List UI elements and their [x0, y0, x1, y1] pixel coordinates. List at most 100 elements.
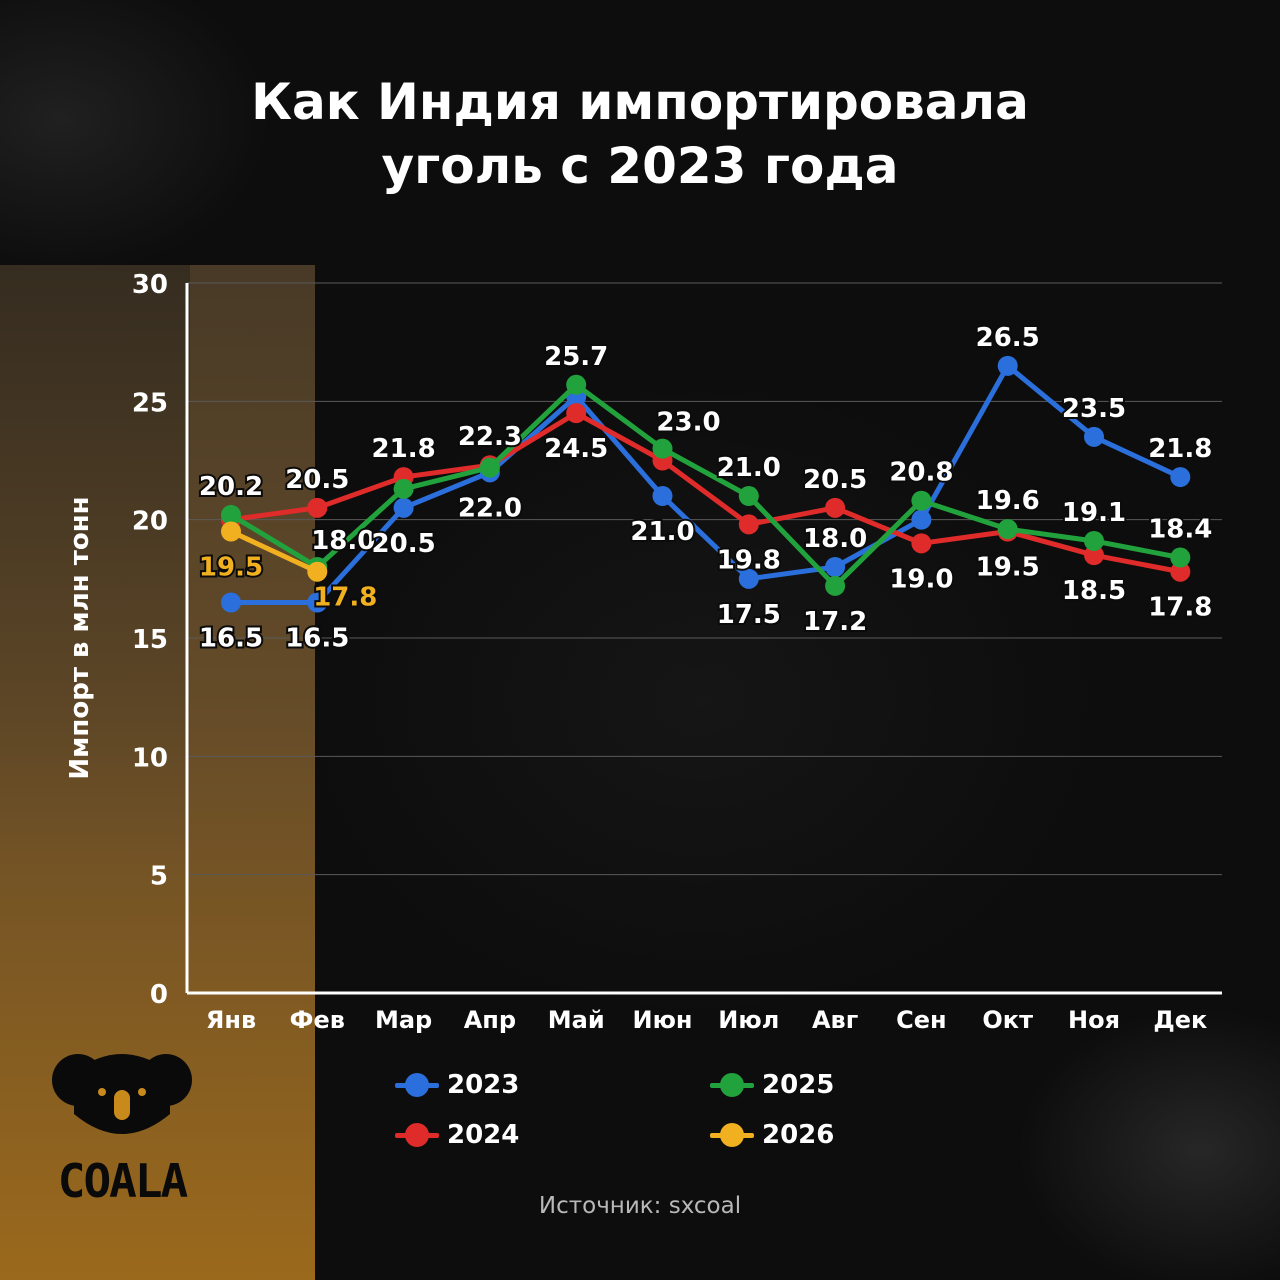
data-label: 20.8	[889, 458, 953, 488]
data-label: 23.5	[1062, 394, 1126, 424]
data-label: 20.5	[285, 465, 349, 495]
legend-swatch	[710, 1065, 754, 1105]
data-point-2025	[997, 519, 1018, 540]
legend-label: 2026	[762, 1120, 835, 1150]
chart-title-line-1: Как Индия импортировала	[251, 73, 1029, 131]
data-point-2024	[825, 497, 846, 518]
legend-item-2024: 2024	[395, 1115, 519, 1155]
data-point-2025	[652, 438, 673, 459]
x-tick-label: Июн	[633, 1006, 693, 1034]
data-point-2023	[393, 497, 414, 518]
y-tick-label: 30	[132, 270, 168, 300]
legend-item-2025: 2025	[710, 1065, 834, 1105]
data-label: 22.3	[458, 422, 522, 452]
data-label: 21.0	[630, 517, 694, 547]
x-tick-label: Окт	[982, 1006, 1033, 1034]
data-label: 19.0	[889, 564, 953, 594]
y-tick-label: 0	[150, 980, 168, 1010]
data-label: 21.0	[717, 453, 781, 483]
data-label: 26.5	[976, 323, 1040, 353]
data-point-2025	[911, 490, 932, 511]
legend-item-2026: 2026	[710, 1115, 834, 1155]
series-line-2023	[228, 363, 1183, 605]
data-label: 20.5	[803, 465, 867, 495]
legend: 2023 2024 2025 2026	[395, 1065, 855, 1165]
data-label: 21.8	[372, 434, 436, 464]
legend-swatch	[710, 1115, 754, 1155]
data-point-2026	[221, 521, 241, 542]
data-point-2023	[307, 592, 328, 613]
data-label: 21.8	[1148, 434, 1212, 464]
legend-label: 2023	[447, 1070, 520, 1100]
data-point-2025	[825, 575, 846, 596]
legend-item-2023: 2023	[395, 1065, 519, 1105]
data-point-2025	[221, 504, 241, 525]
data-label: 22.0	[458, 493, 522, 523]
data-point-2023	[825, 557, 846, 577]
legend-swatch	[395, 1065, 439, 1105]
x-tick-label: Сен	[896, 1006, 946, 1034]
data-label: 19.5	[976, 553, 1040, 583]
data-label: 19.6	[976, 486, 1040, 516]
data-label: 20.5	[372, 529, 436, 559]
data-point-2023	[911, 509, 932, 530]
x-tick-label: Июл	[718, 1006, 779, 1034]
chart-title: Как Индия импортировала уголь с 2023 год…	[0, 70, 1280, 198]
data-label: 17.8	[1148, 593, 1212, 623]
data-point-2023	[1170, 467, 1191, 488]
y-tick-label: 20	[132, 507, 168, 537]
data-point-2024	[1170, 561, 1191, 582]
source-note: Источник: sxcoal	[538, 1193, 742, 1219]
koala-icon	[52, 1054, 192, 1134]
data-point-2024	[566, 403, 587, 424]
data-label: 24.5	[544, 434, 608, 464]
data-point-2025	[738, 486, 759, 506]
data-point-2024	[1084, 545, 1104, 566]
legend-label: 2024	[447, 1120, 520, 1150]
data-label: 17.8	[313, 583, 377, 613]
data-label: 18.5	[1062, 576, 1126, 606]
data-label: 20.2	[199, 472, 263, 502]
x-tick-label: Дек	[1153, 1006, 1207, 1034]
data-label: 17.2	[803, 607, 867, 637]
data-point-2025	[1084, 530, 1104, 551]
data-label: 18.4	[1148, 515, 1212, 545]
data-label: 16.5	[285, 624, 349, 654]
data-label: 18.0	[803, 524, 867, 554]
legend-swatch	[395, 1115, 439, 1155]
x-tick-label: Май	[548, 1006, 605, 1034]
y-tick-label: 15	[132, 625, 168, 655]
data-label: 25.7	[544, 342, 608, 372]
data-label: 23.0	[656, 408, 720, 438]
data-point-2025	[479, 457, 500, 478]
data-label: 19.5	[199, 553, 263, 583]
x-tick-label: Апр	[464, 1006, 516, 1034]
logo-text: COALA	[57, 1154, 188, 1208]
data-point-2023	[1084, 426, 1104, 447]
y-axis-label: Импорт в млн тонн	[65, 496, 95, 779]
data-label: 19.8	[717, 545, 781, 575]
data-point-2026	[307, 561, 328, 582]
data-point-2024	[307, 497, 328, 518]
y-tick-label: 5	[150, 862, 168, 892]
data-point-2024	[738, 514, 759, 535]
data-label: 19.1	[1062, 498, 1126, 528]
chart-title-line-2: уголь с 2023 года	[381, 137, 899, 195]
data-point-2023	[221, 592, 241, 613]
y-tick-label: 10	[132, 743, 168, 773]
x-tick-label: Мар	[375, 1006, 432, 1034]
series-line-2024	[228, 410, 1183, 575]
x-tick-label: Ноя	[1068, 1006, 1120, 1034]
x-tick-label: Фев	[290, 1006, 345, 1034]
data-label: 16.5	[199, 624, 263, 654]
x-tick-label: Авг	[812, 1006, 858, 1034]
series-line-2025	[228, 382, 1183, 589]
data-point-2025	[393, 478, 414, 499]
y-tick-label: 25	[132, 388, 168, 418]
logo: COALA	[52, 1042, 192, 1212]
data-point-2025	[1170, 547, 1191, 568]
data-point-2023	[652, 486, 673, 506]
data-point-2024	[911, 533, 932, 554]
data-point-2025	[566, 374, 587, 395]
